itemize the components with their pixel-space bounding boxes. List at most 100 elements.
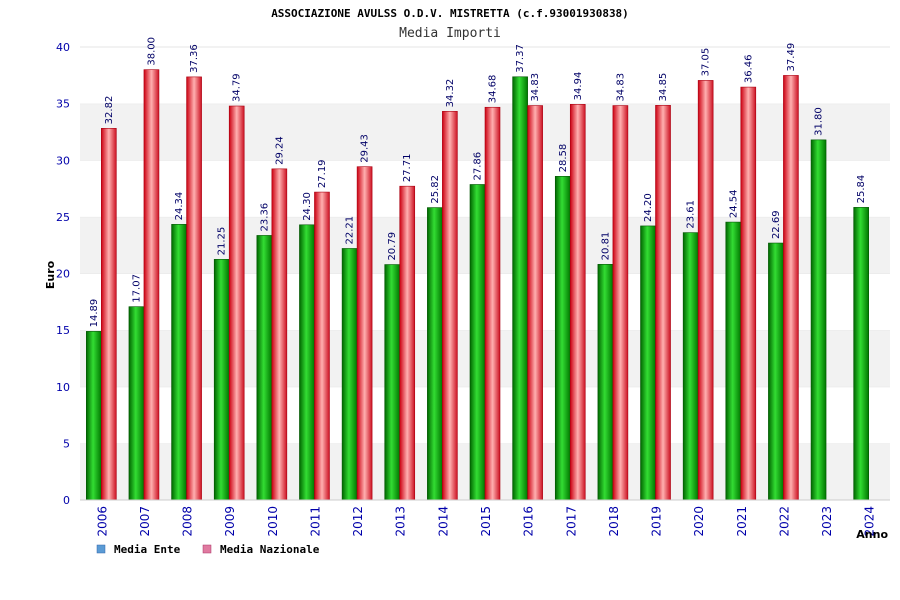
data-label: 21.25	[217, 227, 228, 256]
y-tick-label: 0	[63, 494, 70, 507]
bar-media-ente	[341, 248, 358, 501]
y-tick-label: 25	[56, 211, 70, 224]
bar-media-ente	[469, 184, 486, 501]
data-label: 29.43	[360, 134, 371, 163]
bar-media-nazionale	[484, 106, 501, 501]
data-label: 34.94	[573, 72, 584, 101]
x-tick-label: 2012	[351, 506, 365, 537]
data-labels: 14.89 32.82 17.07 38.00 24.34 37.36 21.25 34.79…	[89, 37, 867, 327]
bar-media-nazionale	[314, 191, 330, 501]
x-tick-label: 2013	[394, 506, 408, 537]
data-label: 29.24	[274, 136, 285, 165]
x-tick-label: 2010	[266, 506, 280, 537]
data-label: 36.46	[743, 54, 754, 83]
x-axis-ticks: 2006 2007 2008 2009 2010 2011 2012 2013 2014 2015…	[95, 506, 876, 537]
y-axis-label: Euro	[44, 260, 57, 289]
data-label: 37.36	[189, 44, 200, 73]
bar-media-nazionale	[186, 76, 202, 501]
y-axis-ticks: 0 5 10 15 20 25 30 35 40	[56, 41, 70, 507]
bar-media-nazionale	[143, 69, 160, 501]
x-tick-label: 2022	[777, 506, 791, 537]
bar-media-nazionale	[271, 168, 288, 501]
data-label: 38.00	[146, 37, 157, 66]
bar-media-ente	[512, 76, 528, 501]
bar-media-ente	[810, 139, 827, 501]
data-label: 34.83	[615, 73, 626, 102]
bar-media-nazionale	[356, 166, 373, 501]
x-tick-label: 2006	[95, 506, 109, 537]
bar-media-nazionale	[101, 128, 117, 501]
y-tick-label: 40	[56, 41, 70, 54]
bar-media-ente	[682, 232, 699, 501]
data-label: 31.80	[814, 107, 825, 136]
bar-media-ente	[171, 224, 187, 501]
y-tick-label: 15	[56, 324, 70, 337]
bar-media-nazionale	[697, 80, 714, 501]
data-label: 14.89	[89, 299, 100, 328]
data-label: 34.85	[658, 73, 669, 102]
data-label: 34.68	[488, 75, 499, 104]
data-label: 27.71	[402, 154, 413, 183]
legend-swatch-ente	[96, 544, 106, 554]
data-label: 24.54	[728, 189, 739, 218]
data-label: 17.07	[131, 274, 142, 303]
y-tick-label: 5	[63, 437, 70, 450]
legend: Media Ente Media Nazionale	[96, 543, 320, 556]
bar-media-nazionale	[740, 86, 757, 501]
data-label: 24.34	[174, 192, 185, 221]
data-label: 23.36	[259, 203, 270, 232]
data-label: 34.79	[232, 73, 243, 102]
bar-media-ente	[86, 331, 102, 501]
legend-label-ente: Media Ente	[114, 543, 181, 556]
bar-media-nazionale	[612, 105, 629, 501]
data-label: 34.32	[445, 79, 456, 108]
x-tick-label: 2024	[863, 506, 877, 537]
x-tick-label: 2011	[308, 506, 322, 537]
data-label: 37.49	[786, 43, 797, 72]
data-label: 22.21	[345, 216, 356, 245]
bar-media-ente	[256, 235, 273, 501]
x-tick-label: 2021	[735, 506, 749, 537]
data-label: 25.84	[856, 175, 867, 204]
bar-media-ente	[597, 264, 614, 501]
data-label: 28.58	[558, 144, 569, 173]
y-tick-label: 20	[56, 268, 70, 281]
y-tick-label: 30	[56, 154, 70, 167]
x-tick-label: 2017	[564, 506, 578, 537]
legend-swatch-nazionale	[202, 544, 212, 554]
data-label: 24.30	[302, 192, 313, 221]
bar-media-ente	[299, 224, 315, 501]
bar-media-ente	[384, 264, 401, 501]
bar-media-nazionale	[569, 104, 586, 501]
bar-media-nazionale	[399, 185, 416, 501]
data-label: 24.20	[643, 193, 654, 222]
x-tick-label: 2018	[607, 506, 621, 537]
data-label: 37.37	[515, 44, 526, 73]
data-label: 23.61	[686, 200, 697, 229]
x-tick-label: 2014	[436, 506, 450, 537]
bar-media-nazionale	[527, 105, 543, 501]
x-tick-label: 2007	[138, 506, 152, 537]
y-tick-label: 10	[56, 381, 70, 394]
data-label: 20.81	[600, 232, 611, 261]
bar-media-nazionale	[783, 75, 799, 501]
x-tick-label: 2015	[479, 506, 493, 537]
bar-media-ente	[213, 259, 230, 501]
bar-media-nazionale	[442, 111, 458, 501]
bar-media-ente	[768, 242, 784, 501]
data-label: 32.82	[104, 96, 115, 125]
bar-series	[86, 69, 869, 501]
bar-media-ente	[128, 306, 145, 501]
bar-media-nazionale	[228, 105, 245, 501]
x-tick-label: 2019	[650, 506, 664, 537]
bar-media-ente	[725, 221, 742, 501]
x-axis-label: Anno	[856, 528, 888, 541]
x-tick-label: 2016	[522, 506, 536, 537]
x-tick-label: 2009	[223, 506, 237, 537]
data-label: 27.86	[473, 152, 484, 181]
data-label: 37.05	[701, 48, 712, 77]
chart-title: ASSOCIAZIONE AVULSS O.D.V. MISTRETTA (c.…	[271, 7, 629, 20]
data-label: 25.82	[430, 175, 441, 204]
bar-media-ente	[427, 207, 443, 501]
